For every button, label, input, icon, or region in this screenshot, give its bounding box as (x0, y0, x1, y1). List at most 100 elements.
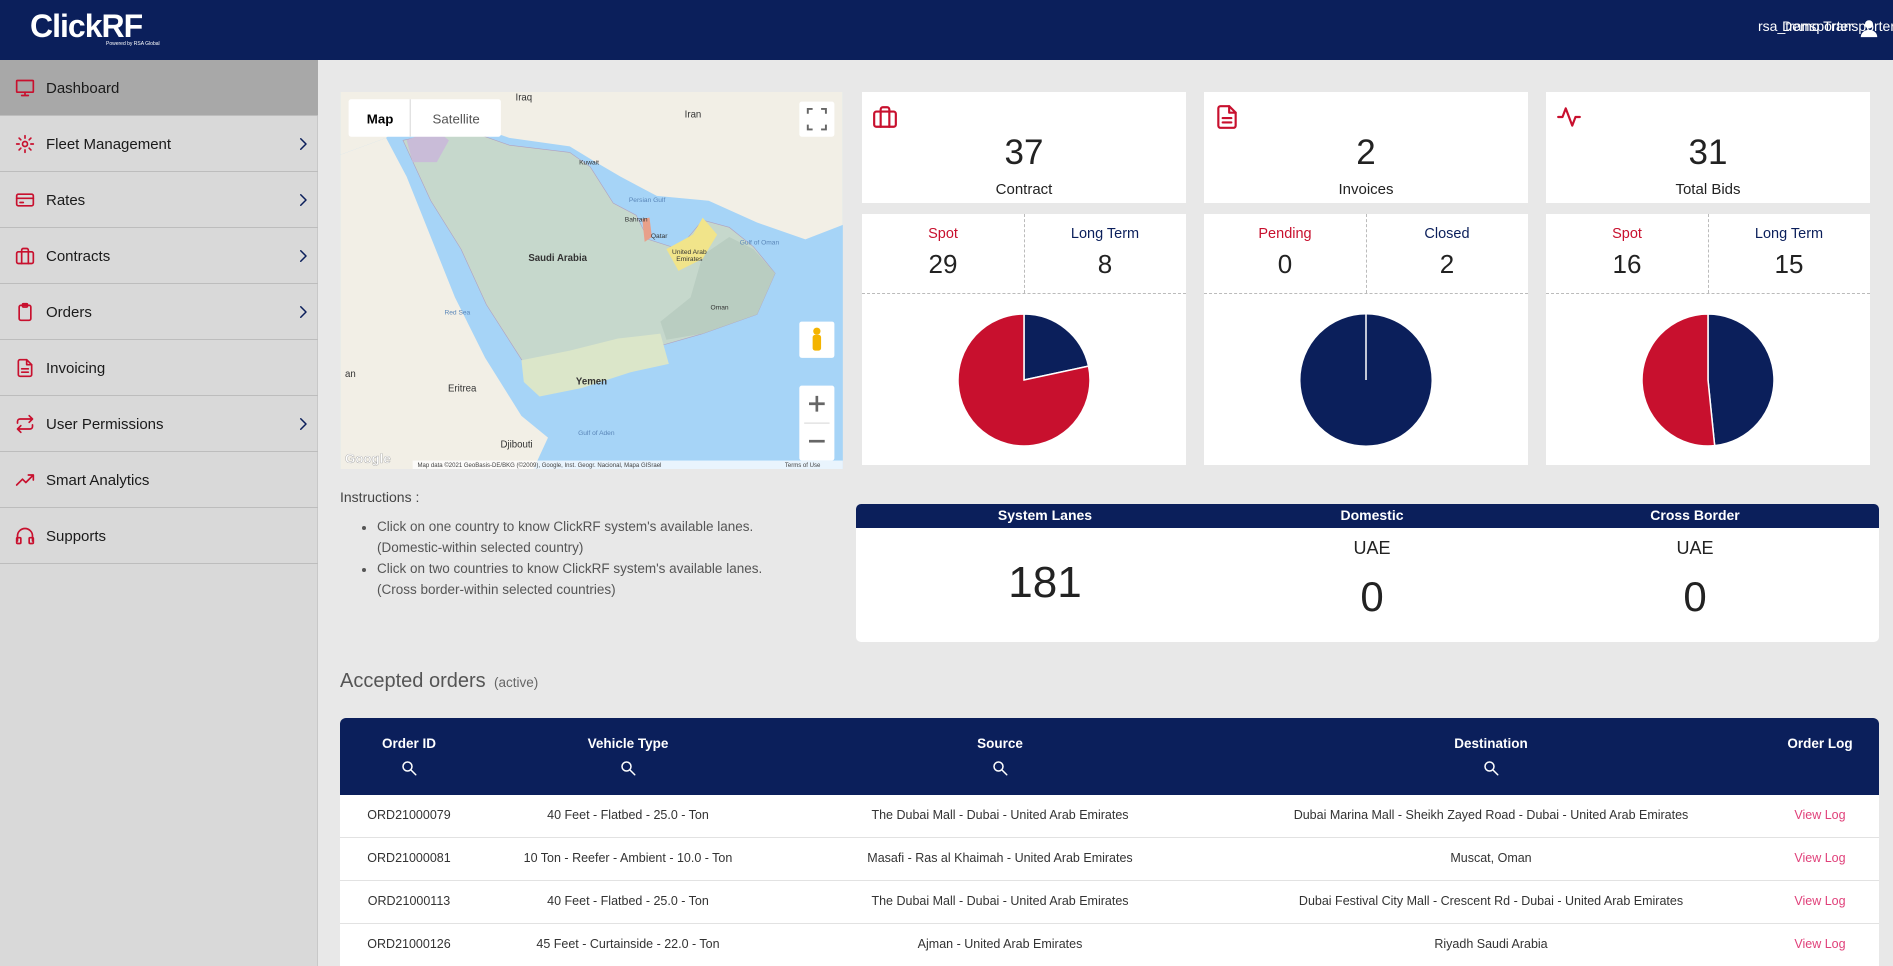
menu-label: Supports (46, 527, 107, 545)
column-header: Destination (1454, 735, 1528, 751)
table-cell: 10 Ton - Reefer - Ambient - 10.0 - Ton (523, 851, 733, 866)
card-icon (1214, 104, 1240, 130)
map-label: Eritrea (448, 384, 477, 395)
fullscreen-button[interactable] (799, 101, 835, 137)
country (666, 217, 718, 271)
column-header: Order ID (381, 735, 436, 751)
lanes-value: 0 (1360, 572, 1384, 620)
table-cell: Masafi - Ras al Khaimah - United Arab Em… (867, 851, 1133, 866)
stat-total: 31 (1688, 132, 1728, 172)
top-bar: ClickRF Powered by RSA Global Demo Transpo… (0, 0, 1893, 60)
attribution-bar (412, 460, 843, 469)
map-label: an (345, 369, 356, 380)
menu-icon (15, 470, 35, 490)
map-label: Iran (685, 109, 702, 120)
orders-table: Order ID Vehicle Type Source Destination Ord… (340, 718, 1879, 966)
menu-icon (15, 526, 35, 546)
table-cell: Muscat, Oman (1450, 851, 1532, 866)
table-cell: 40 Feet - Flatbed - 25.0 - Ton (547, 894, 709, 909)
map-type-tab[interactable]: Map (367, 111, 394, 126)
search-icon[interactable] (619, 759, 637, 777)
menu-item[interactable]: Dashboard (0, 60, 318, 116)
list-marker (358, 559, 376, 579)
map-label: Iraq (516, 92, 533, 103)
map-type-tab[interactable]: Satellite (433, 111, 480, 126)
divider (1366, 214, 1367, 293)
lanes-column-title: System Lanes (997, 507, 1093, 524)
menu-item[interactable]: Smart Analytics (0, 452, 318, 508)
menu-item[interactable]: Contracts (0, 228, 318, 284)
map-label: Emirates (676, 256, 703, 263)
stat-breakdown-card: Spot 29 Long Term 8 (862, 214, 1186, 465)
menu-item[interactable]: Orders (0, 284, 318, 340)
divider (1546, 293, 1870, 294)
search-icon[interactable] (400, 759, 418, 777)
menu-item[interactable]: User Permissions (0, 396, 318, 452)
table-row (340, 881, 1879, 924)
table-cell: Riyadh Saudi Arabia (1434, 937, 1548, 952)
breakdown-value: 16 (1612, 248, 1642, 279)
view-log-link[interactable]: View Log (1794, 894, 1846, 909)
map-canvas[interactable]: Iraq Iran Kuwait Persian Gulf Bahrain Qatar Un… (340, 92, 843, 469)
menu-item[interactable]: Rates (0, 172, 318, 228)
breakdown-value: 2 (1439, 248, 1455, 279)
map-terms: Terms of Use (785, 463, 821, 469)
zoom-in (809, 395, 825, 412)
lanes-country: UAE (1353, 538, 1391, 559)
menu-icon (15, 302, 35, 322)
view-log-link[interactable]: View Log (1794, 851, 1846, 866)
fullscreen-icon (806, 107, 827, 131)
land (340, 92, 843, 240)
menu-label: Smart Analytics (46, 471, 150, 489)
lanes-value: 0 (1683, 572, 1707, 620)
menu-label: Orders (46, 303, 92, 321)
chevron (294, 135, 312, 153)
menu-icon (15, 414, 35, 434)
chevron (294, 191, 312, 209)
lanes-header (856, 504, 1879, 528)
menu-label: Rates (46, 191, 86, 209)
breakdown-label: Closed (1424, 225, 1470, 242)
pie-chart (957, 313, 1091, 447)
map-label: Yemen (576, 376, 607, 387)
pie-chart (1641, 313, 1775, 447)
menu-label: User Permissions (46, 415, 164, 433)
stat-title: Contract (995, 180, 1053, 198)
instruction-note: (Cross border-within selected countries) (377, 581, 616, 597)
menu-item[interactable]: Fleet Management (0, 116, 318, 172)
country (642, 217, 652, 242)
map-logo: Google (345, 451, 391, 466)
table-cell: Dubai Festival City Mall - Crescent Rd -… (1298, 894, 1684, 909)
logo: ClickRF (30, 7, 143, 44)
search-icon[interactable] (1482, 759, 1500, 777)
stat-breakdown-card: Pending 0 Closed 2 (1204, 214, 1528, 465)
menu-label: Invoicing (46, 359, 106, 377)
divider (862, 293, 1186, 294)
table-cell: Ajman - United Arab Emirates (917, 937, 1083, 952)
list-marker (358, 517, 376, 537)
map-label: Djibouti (500, 439, 532, 450)
table-cell: ORD21000079 (367, 808, 451, 823)
section-subtitle: (active) (494, 674, 539, 690)
menu-item[interactable]: Invoicing (0, 340, 318, 396)
menu-item[interactable]: Supports (0, 508, 318, 564)
country (660, 237, 776, 340)
card-icon (1556, 104, 1582, 130)
table-header (340, 718, 1879, 795)
map-label: United Arab (672, 249, 707, 256)
lanes-column-title: Domestic (1340, 507, 1404, 524)
column-header: Order Log (1787, 735, 1853, 751)
map-type-control (348, 99, 501, 137)
menu-icon (15, 78, 35, 98)
map-label: Bahrain (625, 216, 648, 223)
map-label: Red Sea (444, 309, 470, 316)
sidebar: Dashboard Fleet Management Rates Contracts O… (0, 60, 318, 966)
breakdown-value: 29 (928, 248, 958, 279)
view-log-link[interactable]: View Log (1794, 808, 1846, 823)
instruction-note: (Domestic-within selected country) (377, 539, 584, 555)
username: rsa_transporter (1758, 18, 1853, 35)
view-log-link[interactable]: View Log (1794, 937, 1846, 952)
breakdown-label: Long Term (1754, 225, 1824, 242)
search-icon[interactable] (991, 759, 1009, 777)
divider (1708, 214, 1709, 293)
